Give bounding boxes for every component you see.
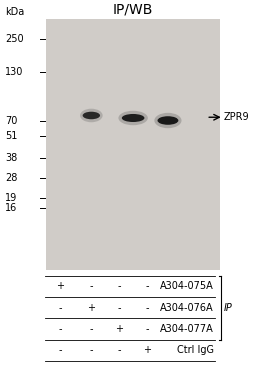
Text: -: - <box>145 303 149 313</box>
Text: 16: 16 <box>5 204 17 213</box>
Text: +: + <box>143 345 151 355</box>
Ellipse shape <box>154 113 182 128</box>
Text: -: - <box>145 281 149 291</box>
Text: -: - <box>117 281 121 291</box>
Text: A304-075A: A304-075A <box>160 281 214 291</box>
Ellipse shape <box>83 112 100 119</box>
Text: ZPR9: ZPR9 <box>224 112 250 122</box>
Text: 130: 130 <box>5 66 24 76</box>
Text: A304-077A: A304-077A <box>160 324 214 334</box>
Text: -: - <box>58 303 62 313</box>
Text: A304-076A: A304-076A <box>160 303 214 313</box>
Text: 28: 28 <box>5 173 17 183</box>
Text: kDa: kDa <box>5 8 24 18</box>
Text: -: - <box>89 324 93 334</box>
Text: -: - <box>89 345 93 355</box>
Ellipse shape <box>122 114 144 122</box>
Text: 19: 19 <box>5 194 17 203</box>
Text: +: + <box>87 303 95 313</box>
Text: -: - <box>117 303 121 313</box>
Ellipse shape <box>80 109 103 122</box>
Text: -: - <box>89 281 93 291</box>
Text: +: + <box>115 324 123 334</box>
Text: Ctrl IgG: Ctrl IgG <box>177 345 214 355</box>
Text: -: - <box>58 345 62 355</box>
Text: +: + <box>56 281 64 291</box>
Text: -: - <box>117 345 121 355</box>
Text: 250: 250 <box>5 34 24 44</box>
Text: 51: 51 <box>5 130 17 141</box>
Ellipse shape <box>119 111 148 125</box>
Text: 70: 70 <box>5 116 17 126</box>
Text: IP: IP <box>223 303 232 313</box>
Title: IP/WB: IP/WB <box>113 2 153 16</box>
Ellipse shape <box>157 116 178 125</box>
Text: 38: 38 <box>5 153 17 163</box>
Text: -: - <box>145 324 149 334</box>
Text: -: - <box>58 324 62 334</box>
